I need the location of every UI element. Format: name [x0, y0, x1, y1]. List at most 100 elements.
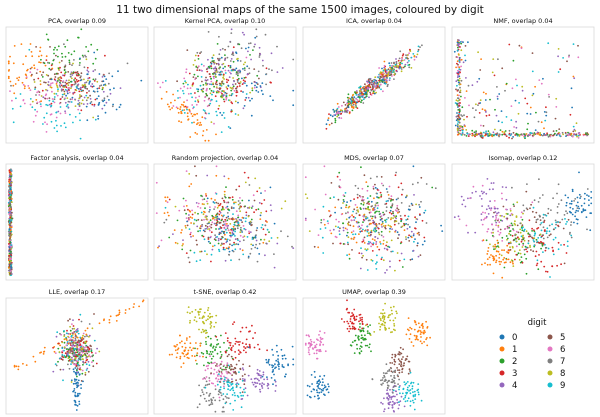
point: [221, 235, 224, 238]
point: [40, 100, 42, 103]
point: [221, 96, 223, 99]
point: [221, 410, 224, 413]
point: [13, 45, 16, 47]
point: [200, 63, 203, 66]
point: [118, 106, 121, 108]
point: [216, 222, 218, 224]
point: [367, 242, 369, 245]
point: [401, 59, 404, 62]
point: [458, 113, 461, 115]
point: [186, 220, 189, 223]
point: [362, 98, 365, 101]
point: [535, 250, 538, 253]
point: [507, 242, 510, 245]
point: [198, 69, 201, 72]
point: [108, 99, 110, 101]
panel-4: NMF, overlap 0.04: [451, 17, 595, 144]
point: [360, 252, 363, 255]
point: [416, 218, 419, 221]
point: [457, 121, 459, 123]
point: [220, 91, 223, 94]
point: [350, 104, 352, 106]
point: [384, 227, 387, 230]
point: [91, 85, 94, 88]
point: [67, 100, 70, 103]
point: [233, 243, 235, 246]
point: [220, 371, 223, 373]
point: [219, 211, 222, 214]
point: [453, 216, 456, 219]
point: [231, 93, 234, 95]
point: [501, 215, 503, 217]
point: [236, 394, 239, 397]
point: [255, 377, 257, 380]
point: [220, 360, 223, 363]
point: [496, 250, 498, 253]
point: [89, 98, 92, 100]
point: [515, 215, 518, 218]
point: [372, 80, 375, 83]
point: [255, 243, 257, 246]
point: [499, 231, 502, 234]
point: [254, 177, 257, 180]
point: [512, 203, 515, 206]
point: [57, 110, 60, 113]
point: [229, 239, 231, 242]
point: [238, 371, 240, 373]
point: [264, 224, 267, 227]
point: [237, 74, 239, 77]
point: [98, 85, 101, 87]
point: [85, 346, 88, 348]
point: [95, 362, 98, 365]
point: [355, 94, 358, 96]
point: [91, 354, 94, 357]
point: [559, 68, 562, 71]
point: [587, 195, 590, 198]
point: [382, 259, 385, 262]
point: [222, 111, 225, 114]
point: [554, 132, 556, 135]
point: [97, 95, 100, 97]
point: [486, 253, 489, 255]
point: [35, 72, 38, 74]
point: [543, 219, 546, 222]
point: [80, 102, 83, 105]
point: [61, 341, 64, 344]
point: [489, 98, 491, 101]
point: [222, 98, 225, 101]
point: [374, 215, 376, 218]
point: [235, 73, 238, 75]
point: [394, 63, 397, 66]
point: [499, 129, 502, 132]
point: [407, 57, 409, 60]
point: [382, 184, 385, 187]
point: [253, 45, 256, 48]
point: [18, 76, 21, 79]
point: [544, 243, 546, 246]
point: [497, 58, 499, 61]
point: [48, 62, 51, 64]
point: [405, 195, 408, 198]
point: [501, 186, 504, 188]
point: [382, 90, 384, 93]
point: [187, 93, 190, 95]
point: [576, 201, 579, 204]
point: [368, 83, 371, 86]
point: [36, 68, 39, 71]
point: [360, 99, 363, 102]
point: [112, 103, 114, 106]
point: [7, 75, 10, 78]
point: [82, 56, 85, 58]
point: [404, 63, 407, 66]
point: [397, 237, 399, 240]
point: [78, 392, 81, 395]
point: [473, 116, 476, 119]
point: [98, 73, 101, 75]
point: [81, 86, 84, 88]
point: [525, 272, 528, 275]
point: [512, 136, 514, 138]
point: [205, 195, 208, 197]
point: [9, 260, 12, 263]
point: [189, 249, 192, 252]
point: [32, 120, 35, 123]
